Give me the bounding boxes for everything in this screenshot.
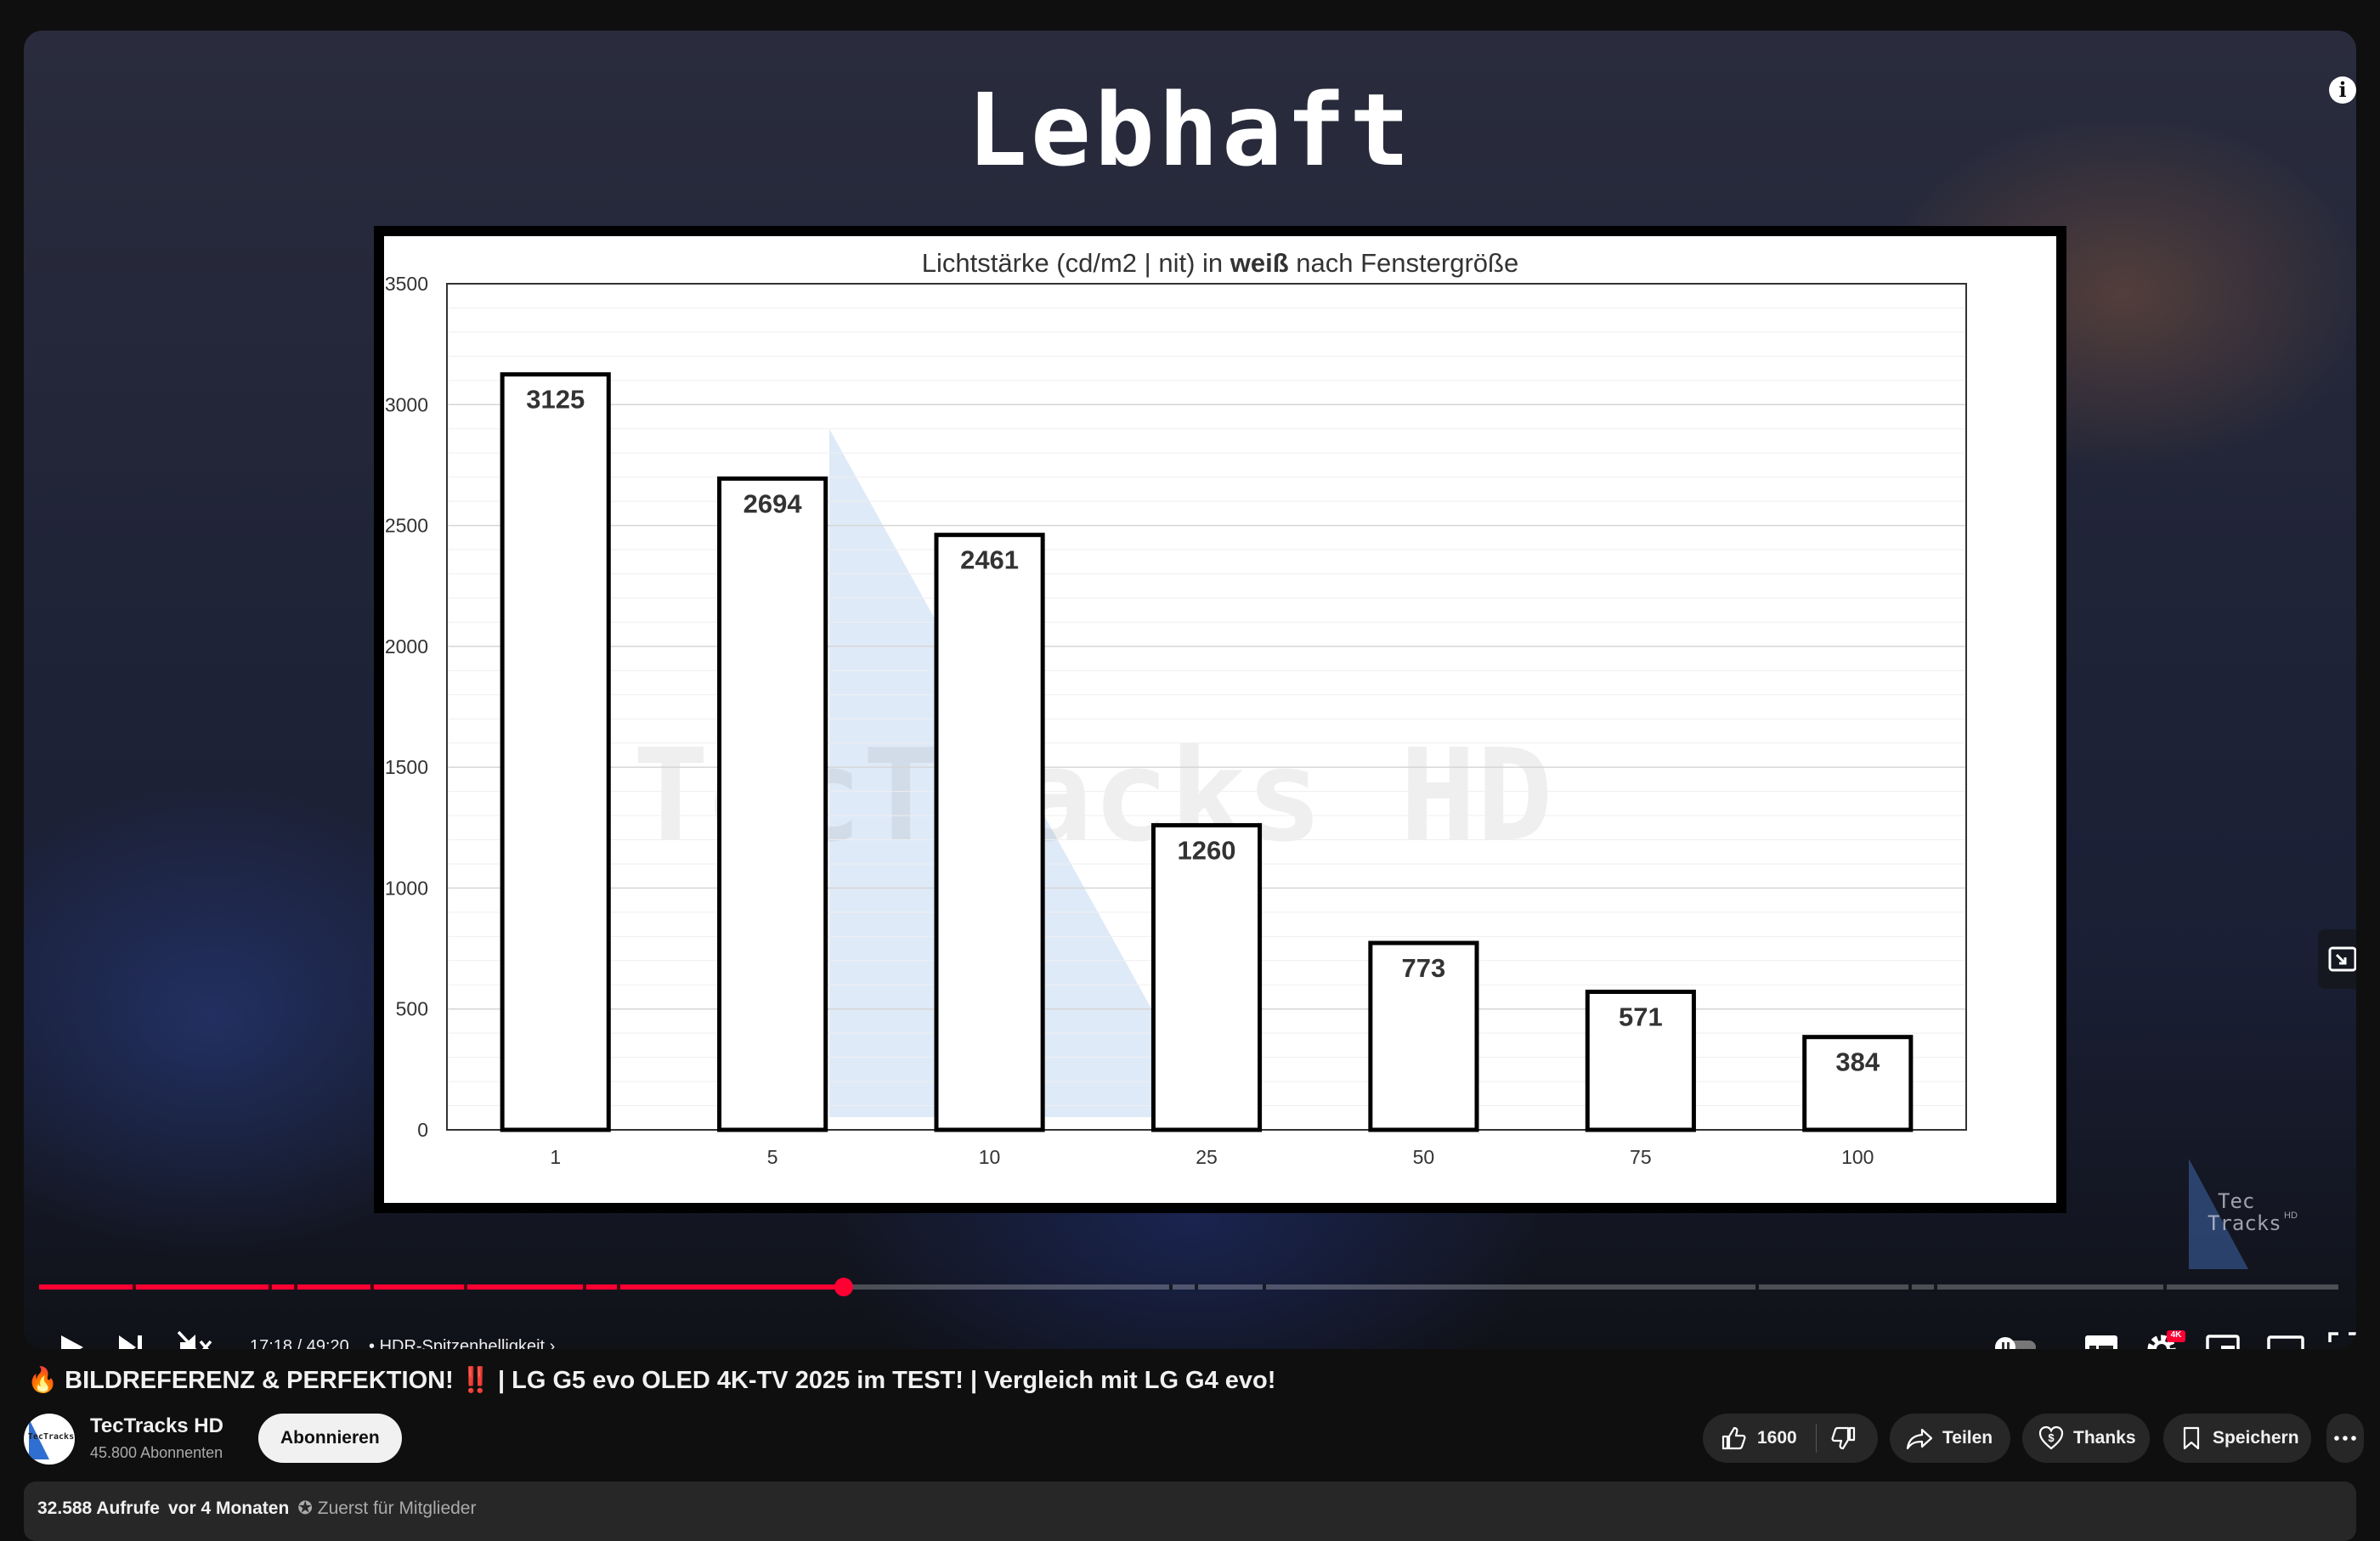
play-icon[interactable]	[53, 1327, 90, 1349]
autoplay-toggle[interactable]	[1992, 1327, 2039, 1349]
bar-1	[500, 372, 611, 1132]
chart-panel: TecTracks HD 0 500 1000 1500 2000 2500 3000 350…	[374, 226, 2066, 1213]
thumbs-up-icon	[1721, 1426, 1746, 1450]
video-title: 🔥 BILDREFERENZ & PERFEKTION! ‼️ | LG G5 …	[27, 1366, 1275, 1395]
chevron-right-icon: ›	[545, 1337, 556, 1349]
x-tick-label: 10	[979, 1146, 1001, 1168]
fire-emoji: 🔥	[27, 1367, 59, 1394]
theater-icon[interactable]	[2262, 1327, 2309, 1349]
subscriber-count: 45.800 Abonnenten	[90, 1444, 223, 1461]
like-dislike-group: 1600	[1703, 1414, 1878, 1463]
video-player[interactable]: Lebhaft i TecTracks HD 0 500 1000 1500 2000 2…	[24, 31, 2356, 1349]
settings-badge: 4K	[2170, 1330, 2182, 1340]
pill-divider	[1815, 1424, 1817, 1453]
y-tick-label: 2000	[385, 635, 428, 658]
bar-value-label: 3125	[526, 385, 585, 415]
y-tick-label: 2500	[385, 515, 428, 537]
next-icon[interactable]	[112, 1327, 150, 1349]
y-tick-label: 0	[417, 1119, 428, 1141]
view-count: 32.588 Aufrufe	[37, 1499, 160, 1518]
bar-25	[1150, 822, 1263, 1132]
video-overlay-title: Lebhaft	[966, 71, 1414, 189]
current-time: 17:18	[250, 1337, 293, 1349]
more-actions-button[interactable]	[2326, 1414, 2364, 1463]
y-tick-label: 3500	[385, 273, 428, 295]
miniplayer-icon[interactable]	[2201, 1327, 2245, 1349]
avatar-text: TecTracks	[28, 1432, 74, 1442]
y-tick-label: 1000	[385, 877, 428, 899]
chart-bars	[500, 372, 1914, 1132]
x-tick-label: 5	[767, 1146, 778, 1168]
bar-value-label: 384	[1835, 1047, 1880, 1077]
x-tick-label: 100	[1841, 1146, 1874, 1168]
svg-text:Tracks: Tracks	[2208, 1211, 2281, 1235]
x-tick-label: 1	[550, 1146, 561, 1168]
share-icon	[1906, 1428, 1933, 1450]
save-label: Speichern	[2213, 1428, 2299, 1448]
svg-text:$: $	[2048, 1431, 2055, 1444]
thumbs-down-icon	[1831, 1426, 1855, 1450]
bar-10	[934, 533, 1045, 1132]
upload-date: vor 4 Monaten	[167, 1499, 290, 1518]
channel-watermark-logo: Tec Tracks HD	[2189, 1159, 2298, 1269]
avatar[interactable]: TecTracks	[24, 1414, 75, 1465]
subtitles-icon[interactable]	[2080, 1327, 2123, 1349]
members-first-text: Zuerst für Mitglieder	[317, 1499, 477, 1518]
fullscreen-icon[interactable]	[2323, 1327, 2356, 1349]
save-button[interactable]: Speichern	[2163, 1414, 2311, 1463]
progress-scrubber[interactable]	[834, 1278, 854, 1296]
chart-labels: 0 500 1000 1500 2000 2500 3000 3500 3125 1 2694 5 24…	[385, 273, 1880, 1168]
bar-100	[1802, 1035, 1914, 1132]
members-icon: ✪	[297, 1499, 318, 1518]
duration: 49:20	[306, 1337, 349, 1349]
picture-in-picture-button[interactable]	[2318, 929, 2356, 989]
chapter-button[interactable]: • HDR-Spitzenhelligkeit ›	[369, 1337, 555, 1349]
info-icon[interactable]: i	[2329, 76, 2356, 104]
thanks-button[interactable]: $ Thanks	[2022, 1414, 2150, 1463]
bar-chart: TecTracks HD 050010001500200025003000350…	[385, 248, 1967, 1168]
y-tick-label: 3000	[385, 393, 428, 415]
time-separator: /	[292, 1337, 307, 1349]
video-title-rest: | LG G5 evo OLED 4K-TV 2025 im TEST! | V…	[490, 1367, 1276, 1394]
bar-value-label: 2461	[960, 545, 1019, 575]
x-tick-label: 75	[1630, 1146, 1652, 1168]
bar-5	[717, 476, 828, 1132]
progress-played	[39, 1284, 845, 1290]
bar-value-label: 1260	[1178, 835, 1236, 865]
bar-value-label: 773	[1402, 953, 1446, 983]
dislike-button[interactable]	[1817, 1425, 1857, 1452]
chapter-title: HDR-Spitzenhelligkeit	[379, 1337, 546, 1349]
bar-value-label: 2694	[743, 488, 803, 518]
double-exclamation-emoji: ‼️	[460, 1367, 491, 1394]
members-first-label: ✪ Zuerst für Mitglieder	[297, 1499, 476, 1518]
share-button[interactable]: Teilen	[1890, 1414, 2010, 1463]
bar-50	[1368, 940, 1479, 1132]
chart-title: Lichtstärke (cd/m2 | nit) in weiß nach F…	[922, 248, 1518, 278]
like-count: 1600	[1757, 1428, 1797, 1448]
thanks-heart-icon: $	[2038, 1425, 2064, 1450]
video-title-main: BILDREFERENZ & PERFEKTION!	[65, 1367, 454, 1394]
subscribe-button[interactable]: Abonnieren	[258, 1414, 402, 1463]
more-horizontal-icon	[2334, 1436, 2356, 1441]
share-label: Teilen	[1942, 1428, 1993, 1448]
time-display: 17:18 / 49:20	[250, 1337, 349, 1349]
x-tick-label: 50	[1413, 1146, 1435, 1168]
thanks-label: Thanks	[2073, 1428, 2136, 1448]
chapter-dot: •	[369, 1337, 380, 1349]
bar-75	[1585, 990, 1696, 1132]
description-meta: 32.588 Aufrufe vor 4 Monaten ✪ Zuerst für …	[37, 1498, 476, 1519]
x-tick-label: 25	[1196, 1146, 1218, 1168]
svg-text:Tec: Tec	[2218, 1189, 2254, 1213]
progress-bar[interactable]	[39, 1278, 2338, 1296]
y-tick-label: 500	[396, 998, 428, 1020]
gear-icon[interactable]	[2140, 1327, 2187, 1349]
channel-name[interactable]: TecTracks HD	[90, 1414, 223, 1437]
bookmark-icon	[2183, 1426, 2200, 1450]
y-tick-label: 1500	[385, 756, 428, 778]
like-button[interactable]: 1600	[1703, 1425, 1797, 1452]
volume-muted-icon[interactable]	[173, 1327, 216, 1349]
bar-value-label: 571	[1619, 1002, 1663, 1032]
svg-text:HD: HD	[2284, 1211, 2298, 1221]
